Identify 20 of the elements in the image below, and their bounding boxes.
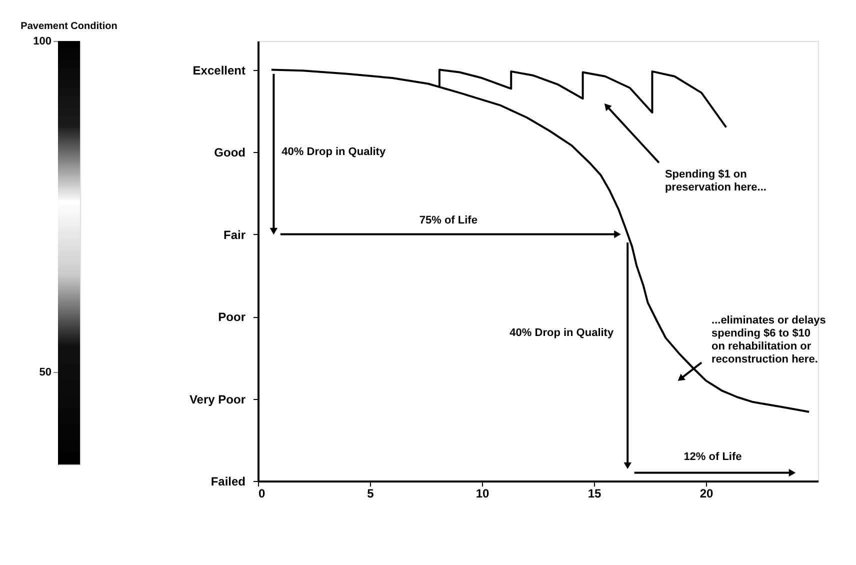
category-label: Excellent — [192, 63, 246, 78]
annotation: 40% Drop in Quality — [282, 146, 386, 158]
annotation: 12% of Life — [684, 450, 742, 463]
annotation: Spending $1 on preservation here... — [664, 168, 766, 194]
x-tick-label: 20 — [700, 486, 714, 500]
category-label: Poor — [218, 310, 246, 324]
x-tick-label: 15 — [588, 486, 602, 500]
category-label: Fair — [223, 228, 246, 242]
color-bar-label: 50 — [39, 366, 52, 378]
annotation: 75% of Life — [419, 214, 478, 226]
annotation: 40% Drop in Quality — [510, 326, 614, 339]
color-bar-label: 100 — [33, 36, 52, 48]
category-label: Very Poor — [189, 392, 246, 406]
x-tick-label: 5 — [367, 486, 374, 500]
annotation: ...eliminates or delays spending $6 to $10 on rehabilitation or reconstruction here. — [712, 314, 826, 366]
color-bar-title: Pavement Condition — [20, 21, 118, 32]
category-label: Failed — [210, 474, 246, 488]
x-tick-label: 10 — [476, 486, 490, 500]
x-tick-label: 0 — [258, 486, 266, 500]
category-label: Good — [214, 146, 246, 160]
